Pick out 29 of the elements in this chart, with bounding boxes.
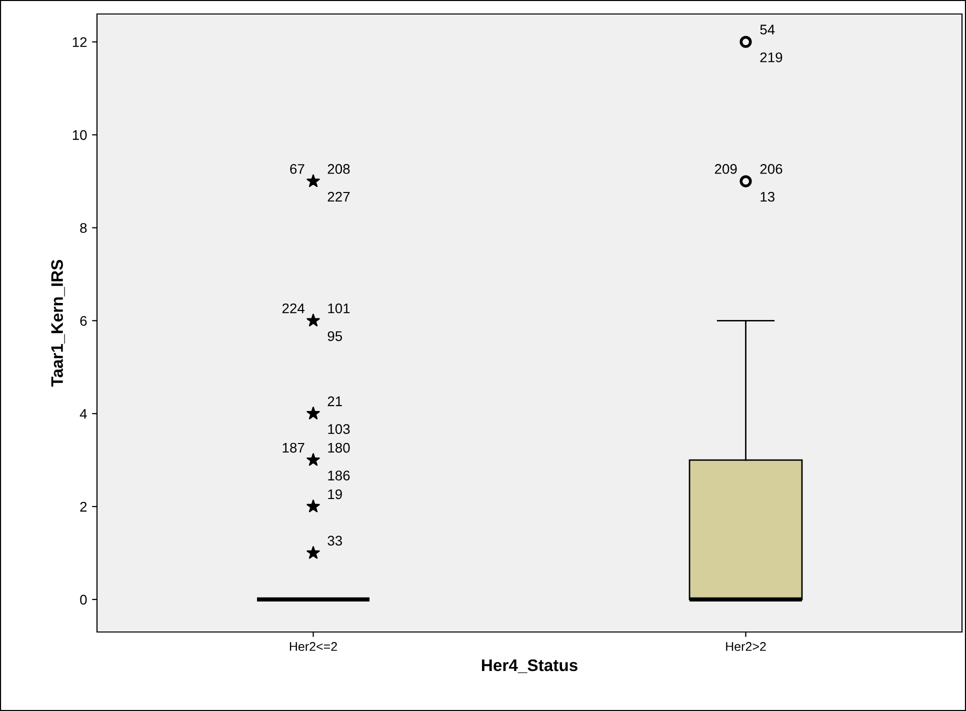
annotation: 13 — [760, 192, 774, 202]
annotation: 208 — [328, 164, 350, 174]
y-tick-label: 10 — [72, 130, 87, 140]
annotation: 187 — [282, 442, 304, 453]
annotation: 206 — [760, 164, 782, 174]
annotation: 103 — [328, 424, 350, 434]
y-axis-title: Taar1_Kern_IRS — [51, 260, 65, 387]
annotation: 209 — [714, 164, 737, 174]
x-tick-label: Her2>2 — [726, 642, 766, 651]
annotation: 54 — [760, 24, 775, 34]
annotation: 95 — [328, 331, 342, 342]
annotation: 186 — [328, 470, 350, 480]
y-tick-label: 0 — [80, 594, 87, 605]
annotation: 224 — [282, 303, 305, 314]
y-tick-label: 2 — [80, 502, 87, 512]
annotation: 227 — [328, 192, 350, 202]
y-tick-label: 8 — [80, 223, 87, 233]
annotation: 101 — [328, 303, 350, 314]
annotation: 21 — [328, 396, 342, 406]
annotation: 180 — [328, 442, 350, 453]
x-tick-label: Her2<=2 — [290, 642, 337, 651]
y-tick-label: 4 — [80, 409, 87, 419]
y-tick-label: 6 — [80, 316, 87, 326]
annotation: 67 — [290, 164, 304, 174]
x-axis-title: Her4_Status — [482, 659, 578, 674]
y-tick-label: 12 — [72, 37, 87, 47]
annotation: 219 — [760, 52, 782, 62]
annotation: 33 — [328, 536, 342, 546]
annotation: 19 — [328, 489, 342, 500]
